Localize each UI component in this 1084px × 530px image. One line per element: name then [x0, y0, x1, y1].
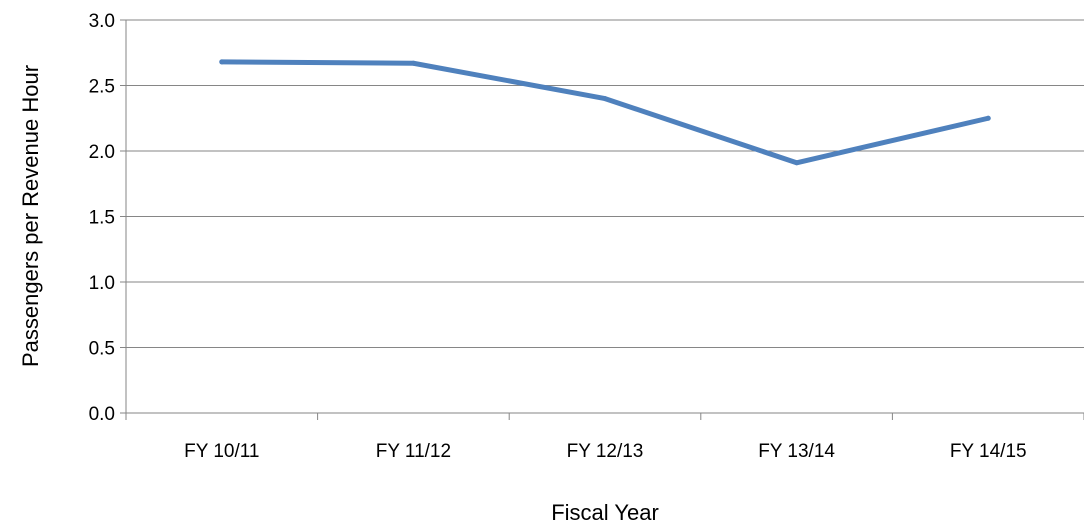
data-point [410, 60, 416, 66]
y-tick-label: 2.0 [89, 142, 115, 163]
data-point [602, 96, 608, 102]
data-point [219, 59, 225, 65]
y-tick-label: 0.0 [89, 404, 115, 425]
y-tick-label: 1.5 [89, 208, 115, 229]
y-tick-label: 0.5 [89, 339, 115, 360]
y-tick-label: 1.0 [89, 273, 115, 294]
x-tick-label: FY 10/11 [184, 441, 259, 462]
data-point [794, 160, 800, 166]
x-tick-label: FY 12/13 [567, 441, 644, 462]
x-tick-label: FY 13/14 [758, 441, 835, 462]
y-axis-title: Passengers per Revenue Hour [18, 65, 43, 367]
data-point [985, 115, 991, 121]
x-tick-label: FY 11/12 [376, 441, 451, 462]
x-tick-label: FY 14/15 [950, 441, 1027, 462]
y-tick-label: 3.0 [89, 11, 115, 32]
x-axis-title: Fiscal Year [551, 500, 659, 525]
y-tick-label: 2.5 [89, 77, 115, 98]
axes [120, 19, 1084, 420]
gridlines [126, 19, 1084, 348]
tick-labels: 0.0 0.5 1.0 1.5 2.0 2.5 3.0 FY 10/11 FY 11/12 FY … [89, 11, 1027, 462]
series-line [219, 59, 991, 166]
series-layer [219, 59, 991, 166]
